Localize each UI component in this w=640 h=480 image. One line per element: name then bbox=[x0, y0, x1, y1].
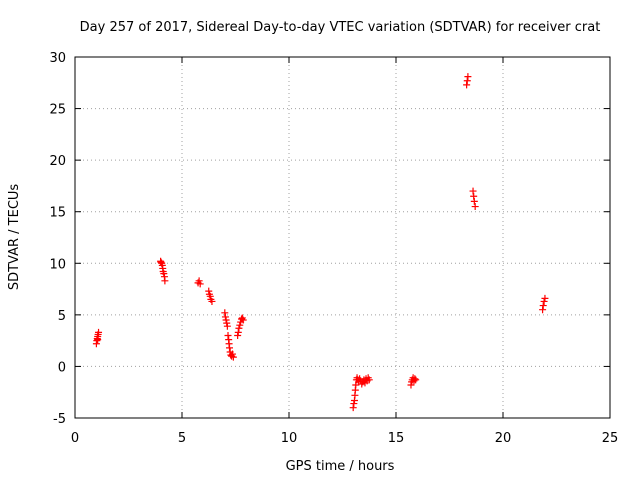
x-tick-label: 5 bbox=[178, 431, 186, 446]
data-point bbox=[412, 376, 420, 384]
data-points bbox=[92, 73, 549, 412]
data-point bbox=[226, 344, 234, 352]
y-axis-label: SDTVAR / TECUs bbox=[7, 184, 22, 291]
data-point bbox=[541, 294, 549, 302]
data-point bbox=[463, 77, 471, 85]
data-point bbox=[471, 203, 479, 211]
data-point bbox=[411, 375, 419, 383]
y-tick-label: 30 bbox=[49, 51, 66, 66]
data-point bbox=[539, 302, 547, 310]
data-point bbox=[223, 319, 231, 327]
data-point bbox=[470, 197, 478, 205]
y-tick-label: 20 bbox=[49, 154, 66, 169]
data-point bbox=[237, 315, 245, 323]
x-tick-label: 0 bbox=[71, 431, 79, 446]
data-point bbox=[195, 277, 203, 285]
y-tick-label: 15 bbox=[49, 206, 66, 221]
data-point bbox=[349, 404, 357, 412]
x-tick-label: 20 bbox=[495, 431, 512, 446]
data-point bbox=[229, 350, 237, 358]
x-axis-label: GPS time / hours bbox=[286, 459, 395, 474]
data-point bbox=[94, 336, 102, 344]
data-point bbox=[365, 376, 373, 384]
data-point bbox=[206, 292, 214, 300]
data-point bbox=[221, 313, 229, 321]
x-tick-label: 15 bbox=[388, 431, 405, 446]
data-point bbox=[239, 316, 247, 324]
data-point bbox=[221, 309, 229, 317]
data-point bbox=[539, 306, 547, 314]
data-point bbox=[464, 73, 472, 81]
axis-ticks: 0 5 10 15 20 25 -5 0 5 10 15 20 25 30 bbox=[49, 51, 618, 446]
data-point bbox=[223, 322, 231, 330]
data-point bbox=[234, 331, 242, 339]
data-point bbox=[407, 381, 415, 389]
data-point bbox=[234, 328, 242, 336]
data-point bbox=[95, 328, 103, 336]
data-point bbox=[540, 297, 548, 305]
x-tick-label: 25 bbox=[602, 431, 619, 446]
data-point bbox=[208, 297, 216, 305]
data-point bbox=[205, 287, 213, 295]
grid-lines bbox=[75, 57, 610, 418]
y-tick-label: 25 bbox=[49, 103, 66, 118]
y-tick-label: 5 bbox=[58, 309, 66, 324]
y-tick-label: 0 bbox=[58, 360, 66, 375]
data-point bbox=[469, 187, 477, 195]
data-point bbox=[470, 192, 478, 200]
data-point bbox=[236, 321, 244, 329]
data-point bbox=[350, 400, 358, 408]
y-tick-label: -5 bbox=[53, 412, 66, 427]
data-point bbox=[229, 353, 237, 361]
chart-title: Day 257 of 2017, Sidereal Day-to-day VTE… bbox=[80, 20, 601, 35]
data-point bbox=[161, 277, 169, 285]
data-point bbox=[157, 258, 165, 266]
plot-frame bbox=[74, 56, 611, 419]
data-point bbox=[235, 324, 243, 332]
data-point bbox=[222, 316, 230, 324]
data-point bbox=[160, 270, 168, 278]
data-point bbox=[196, 280, 204, 288]
x-tick-label: 10 bbox=[281, 431, 298, 446]
y-tick-label: 10 bbox=[49, 257, 66, 272]
data-point bbox=[463, 81, 471, 89]
data-point bbox=[224, 331, 232, 339]
data-point bbox=[352, 381, 360, 389]
